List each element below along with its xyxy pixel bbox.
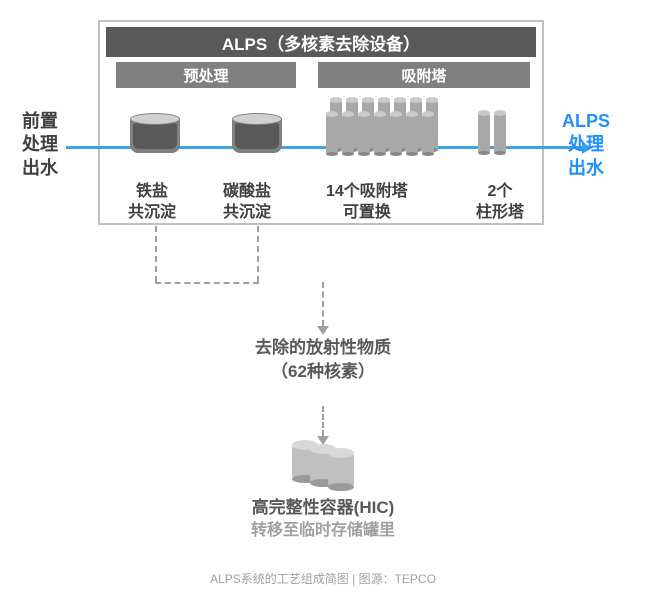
t14-l2: 可置换 [343,204,391,221]
hic-sublabel-text: 转移至临时存储罐里 [251,522,395,539]
carb-l2: 共沉淀 [223,204,271,221]
hic-sublabel: 转移至临时存储罐里 [0,520,646,542]
towers2-stage-label: 2个 柱形塔 [476,182,524,224]
t2-l2: 柱形塔 [476,204,524,221]
output-label-l1: ALPS [562,111,610,131]
iron-l1: 铁盐 [136,183,168,200]
dashed-arrowhead-icon [317,326,329,335]
dashed-connector [155,226,157,282]
pretreatment-header-text: 预处理 [183,65,228,86]
hic-label: 高完整性容器(HIC) [0,496,646,520]
removed-substances-label: 去除的放射性物质 （62种核素） [0,336,646,384]
pretreatment-header: 预处理 [116,62,296,88]
alps-title-text: ALPS（多核素去除设备） [222,30,420,55]
hic-label-text: 高完整性容器(HIC) [252,498,395,517]
adsorption-header-text: 吸附塔 [401,65,446,86]
input-label-l2: 处理 [22,134,58,154]
dashed-connector [322,282,324,326]
towers14-stage-label: 14个吸附塔 可置换 [326,182,408,224]
figure-caption: ALPS系统的工艺组成简图 | 图源：TEPCO [0,570,646,587]
t14-l1: 14个吸附塔 [326,183,408,200]
caption-text: ALPS系统的工艺组成简图 | 图源：TEPCO [210,572,436,586]
output-label-l2: 处理 [568,134,604,154]
alps-title-bar: ALPS（多核素去除设备） [106,27,536,57]
dashed-connector [155,282,259,284]
input-label: 前置 处理 出水 [22,110,58,180]
removed-l2: （62种核素） [271,362,375,381]
iron-l2: 共沉淀 [128,204,176,221]
carbonate-tank-icon [232,113,282,153]
diagram-canvas: ALPS（多核素去除设备） 预处理 吸附塔 前置 处理 出水 ALPS 处理 出… [0,0,646,611]
dashed-connector [322,406,324,436]
iron-stage-label: 铁盐 共沉淀 [128,182,176,224]
iron-tank-icon [130,113,180,153]
carb-l1: 碳酸盐 [223,183,271,200]
input-label-l3: 出水 [22,158,58,178]
input-label-l1: 前置 [22,111,58,131]
dashed-connector [257,226,259,282]
adsorption-header: 吸附塔 [318,62,530,88]
t2-l1: 2个 [488,183,513,200]
output-label: ALPS 处理 出水 [562,110,610,180]
removed-l1: 去除的放射性物质 [255,338,391,357]
carbonate-stage-label: 碳酸盐 共沉淀 [223,182,271,224]
output-label-l3: 出水 [568,158,604,178]
